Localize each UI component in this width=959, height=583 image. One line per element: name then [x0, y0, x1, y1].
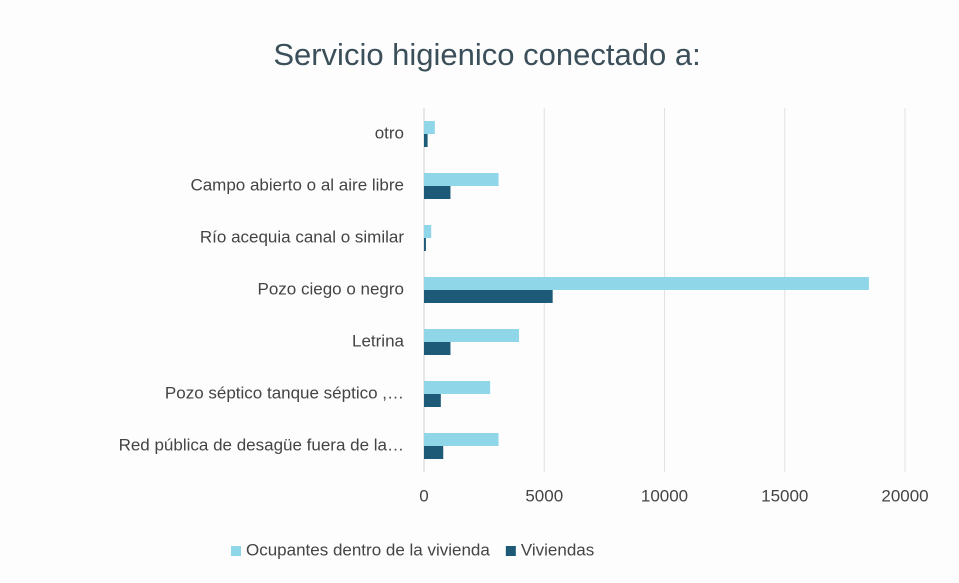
legend-label: Ocupantes dentro de la vivienda	[246, 540, 490, 559]
bar	[424, 342, 451, 355]
x-tick-label: 5000	[525, 486, 563, 505]
bar	[424, 381, 491, 394]
bar	[424, 394, 441, 407]
y-tick-label: Pozo ciego o negro	[258, 279, 405, 298]
bar	[424, 329, 519, 342]
y-tick-label: Red pública de desagüe fuera de la…	[119, 435, 404, 454]
y-tick-label: Pozo séptico tanque séptico ,…	[165, 383, 404, 402]
bar	[424, 238, 426, 251]
bar	[424, 433, 499, 446]
legend-swatch	[231, 546, 241, 556]
chart-title: Servicio higienico conectado a:	[273, 37, 700, 72]
legend-label: Viviendas	[521, 540, 594, 559]
bar	[424, 121, 435, 134]
legend-swatch	[505, 546, 516, 556]
bar	[424, 173, 499, 186]
bar	[424, 290, 553, 303]
y-tick-label: Letrina	[352, 331, 405, 350]
bar	[424, 277, 869, 290]
y-tick-label: Río acequia canal o similar	[200, 227, 404, 246]
y-tick-label: otro	[375, 123, 404, 142]
x-tick-label: 15000	[761, 486, 808, 505]
bar	[424, 446, 444, 459]
x-tick-label: 10000	[641, 486, 688, 505]
bar	[424, 134, 428, 147]
x-tick-label: 20000	[881, 486, 928, 505]
x-tick-label: 0	[419, 486, 428, 505]
bar	[424, 186, 451, 199]
y-tick-label: Campo abierto o al aire libre	[190, 175, 404, 194]
bar	[424, 225, 432, 238]
